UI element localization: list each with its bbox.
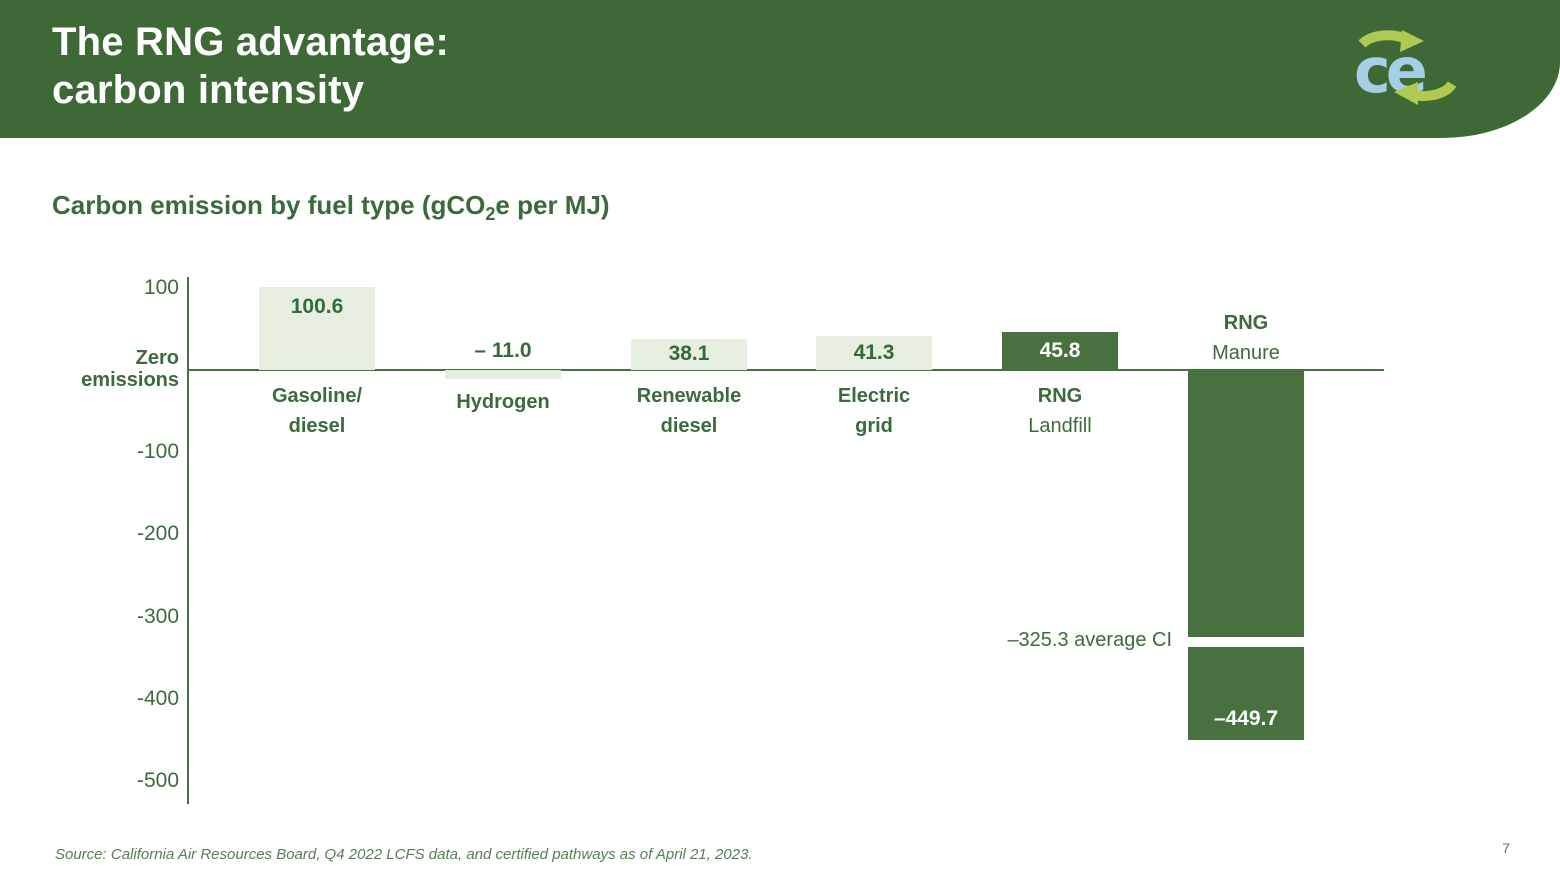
chart-title-subscript: 2 bbox=[485, 204, 496, 225]
y-tick-label: -300 bbox=[136, 604, 179, 628]
bar-segment bbox=[631, 338, 747, 370]
bar-category-label: RNG Landfill bbox=[1028, 385, 1092, 437]
y-axis-line bbox=[187, 277, 189, 804]
slide-title-line2: carbon intensity bbox=[52, 68, 365, 112]
bar-value-label: 45.8 bbox=[1039, 339, 1081, 363]
chart-title: Carbon emission by fuel type (gCO2e per … bbox=[52, 190, 610, 225]
slide-title: The RNG advantage: carbon intensity bbox=[52, 18, 449, 114]
bar-segment bbox=[259, 287, 375, 370]
bar-value-label: 38.1 bbox=[668, 342, 710, 366]
bar-value-label: –449.7 bbox=[1213, 706, 1279, 730]
page-number: 7 bbox=[1502, 840, 1510, 856]
bar-category-label: RNG Manure bbox=[1212, 312, 1280, 364]
bar-category-label: Hydrogen bbox=[456, 391, 550, 414]
header-banner: The RNG advantage: carbon intensity ce bbox=[0, 0, 1560, 138]
bar-category-label: Renewable diesel bbox=[636, 385, 742, 437]
chart-title-text: Carbon emission by fuel type (gCO bbox=[52, 190, 486, 220]
source-citation: Source: California Air Resources Board, … bbox=[55, 846, 753, 863]
bar-segment bbox=[816, 336, 932, 370]
y-tick-label: 100 bbox=[143, 275, 179, 299]
company-logo-icon: ce bbox=[1354, 30, 1457, 106]
zero-baseline bbox=[187, 369, 1384, 371]
bar-segment bbox=[1188, 647, 1304, 740]
bar-value-label: 100.6 bbox=[290, 295, 344, 319]
bar-segment bbox=[1188, 370, 1304, 638]
zero-emissions-label: Zero emissions bbox=[81, 347, 179, 391]
bar-segment bbox=[445, 370, 561, 380]
slide-title-line1: The RNG advantage: bbox=[52, 20, 449, 64]
bar-category-label: Electric grid bbox=[837, 385, 911, 437]
y-tick-label: -400 bbox=[136, 686, 179, 710]
chart-title-suffix: e per MJ) bbox=[495, 190, 610, 220]
bar-segment bbox=[1002, 332, 1118, 370]
bar-category-label: Gasoline/diesel bbox=[271, 385, 363, 437]
y-tick-label: -100 bbox=[136, 440, 179, 464]
y-tick-label: -200 bbox=[136, 522, 179, 546]
average-ci-annotation: –325.3 average CI bbox=[1007, 629, 1172, 652]
y-tick-label: -500 bbox=[136, 768, 179, 792]
bar-value-label: – 11.0 bbox=[474, 339, 532, 362]
bar-value-label: 41.3 bbox=[853, 341, 895, 365]
